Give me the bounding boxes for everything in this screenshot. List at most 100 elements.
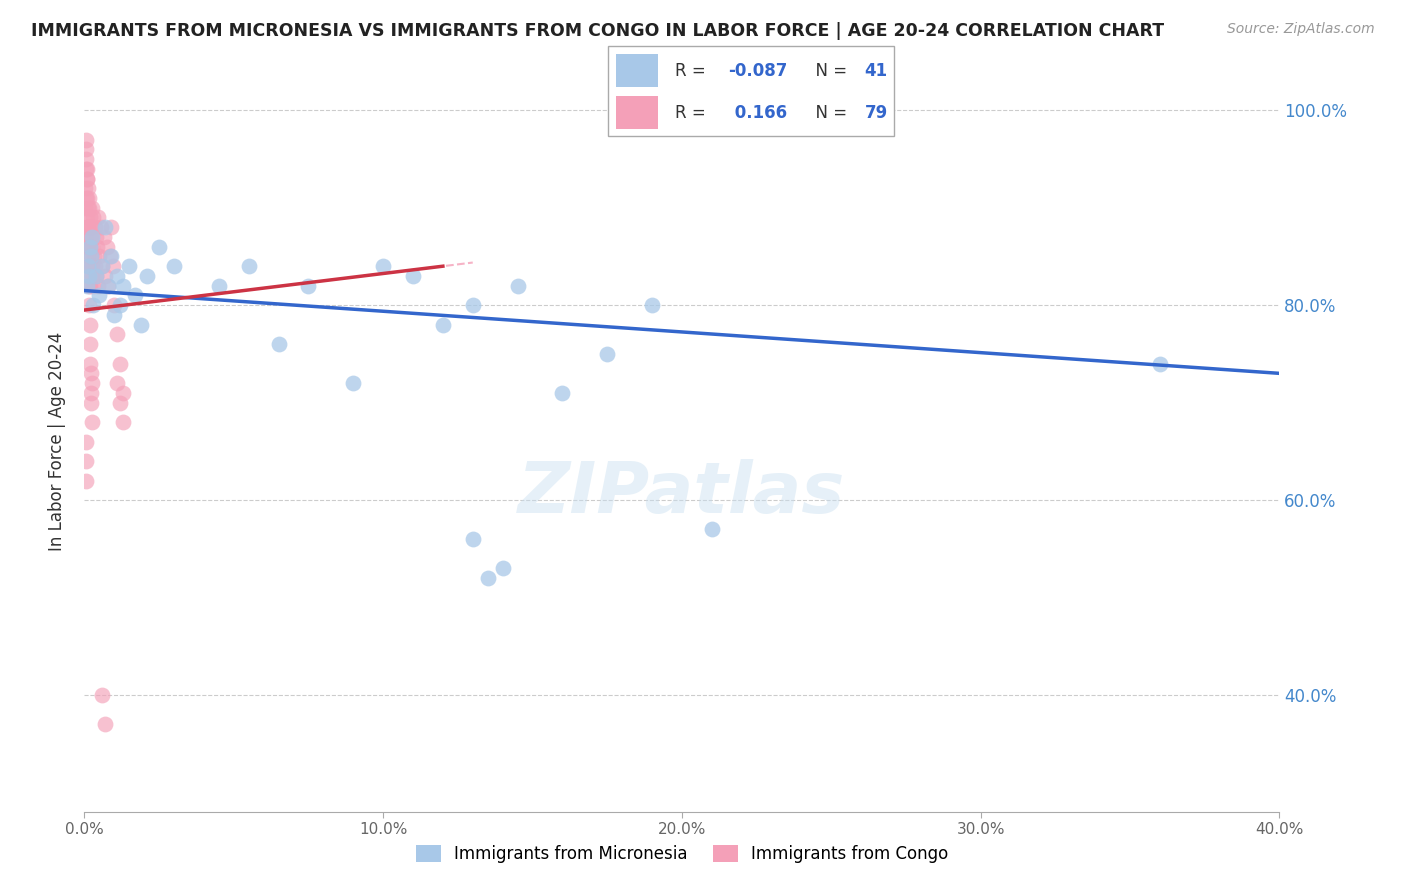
Point [82,211,104,225]
Text: N =: N = [806,104,852,122]
Point [82,240,104,254]
Point [86,240,108,254]
Point [75,152,97,166]
Point [112,415,135,429]
Point [100,220,122,235]
Point [75,181,97,195]
Point [79,268,101,283]
Point [100,250,122,264]
Point [148,240,170,254]
Point [112,385,135,400]
Point [90,220,112,235]
Point [96,240,118,254]
Point [101,259,124,273]
Point [79,357,101,371]
Point [87,278,110,293]
Point [80,230,103,244]
Point [342,376,364,390]
Point [94,220,117,235]
Point [110,298,132,312]
Legend: Immigrants from Micronesia, Immigrants from Congo: Immigrants from Micronesia, Immigrants f… [409,838,955,870]
Point [77,268,100,283]
Y-axis label: In Labor Force | Age 20-24: In Labor Force | Age 20-24 [48,332,66,551]
Point [75,161,97,176]
Point [79,318,101,332]
Point [76,211,98,225]
Point [77,259,100,273]
Point [124,288,146,302]
Point [238,259,260,273]
Point [477,571,499,585]
Point [77,201,100,215]
Point [700,522,723,536]
Point [79,337,101,351]
Point [80,259,103,273]
Point [86,211,108,225]
Point [77,230,100,244]
Point [492,561,515,575]
Point [80,230,103,244]
Point [94,268,117,283]
Point [208,278,231,293]
Point [75,191,97,205]
Point [112,278,135,293]
Point [97,278,120,293]
Point [432,318,454,332]
Point [79,367,101,381]
Point [98,250,121,264]
Point [75,220,97,235]
Point [596,347,619,361]
Point [80,385,103,400]
Point [84,230,107,244]
Point [118,259,141,273]
Point [83,220,105,235]
Text: ZIPatlas: ZIPatlas [519,458,845,528]
Point [75,454,97,468]
Point [103,298,125,312]
Point [83,250,105,264]
Point [84,259,107,273]
Point [77,259,100,273]
Point [79,278,101,293]
Text: N =: N = [806,62,852,79]
Point [76,161,98,176]
Point [77,220,100,235]
Point [461,298,484,312]
Point [80,250,103,264]
Text: 79: 79 [865,104,887,122]
Point [76,181,98,195]
Point [641,298,664,312]
Point [82,298,104,312]
Point [105,268,128,283]
Point [75,142,97,156]
Point [89,288,111,302]
Point [75,474,97,488]
Point [75,230,97,244]
Point [91,259,114,273]
Text: -0.087: -0.087 [728,62,787,79]
Point [75,434,97,449]
Point [77,240,100,254]
Point [80,201,103,215]
Point [76,250,98,264]
Point [297,278,319,293]
Text: Source: ZipAtlas.com: Source: ZipAtlas.com [1227,22,1375,37]
Point [93,230,115,244]
Point [76,171,98,186]
Text: R =: R = [675,62,711,79]
Point [75,132,97,146]
Text: 0.166: 0.166 [728,104,787,122]
Point [80,395,103,409]
Point [76,191,98,205]
Point [163,259,186,273]
Point [373,259,395,273]
Point [91,259,114,273]
Point [80,376,103,390]
Point [73,201,96,215]
Point [110,357,132,371]
Point [77,259,100,273]
Point [80,250,103,264]
Text: IMMIGRANTS FROM MICRONESIA VS IMMIGRANTS FROM CONGO IN LABOR FORCE | AGE 20-24 C: IMMIGRANTS FROM MICRONESIA VS IMMIGRANTS… [31,22,1164,40]
Point [86,268,108,283]
Point [94,717,117,731]
